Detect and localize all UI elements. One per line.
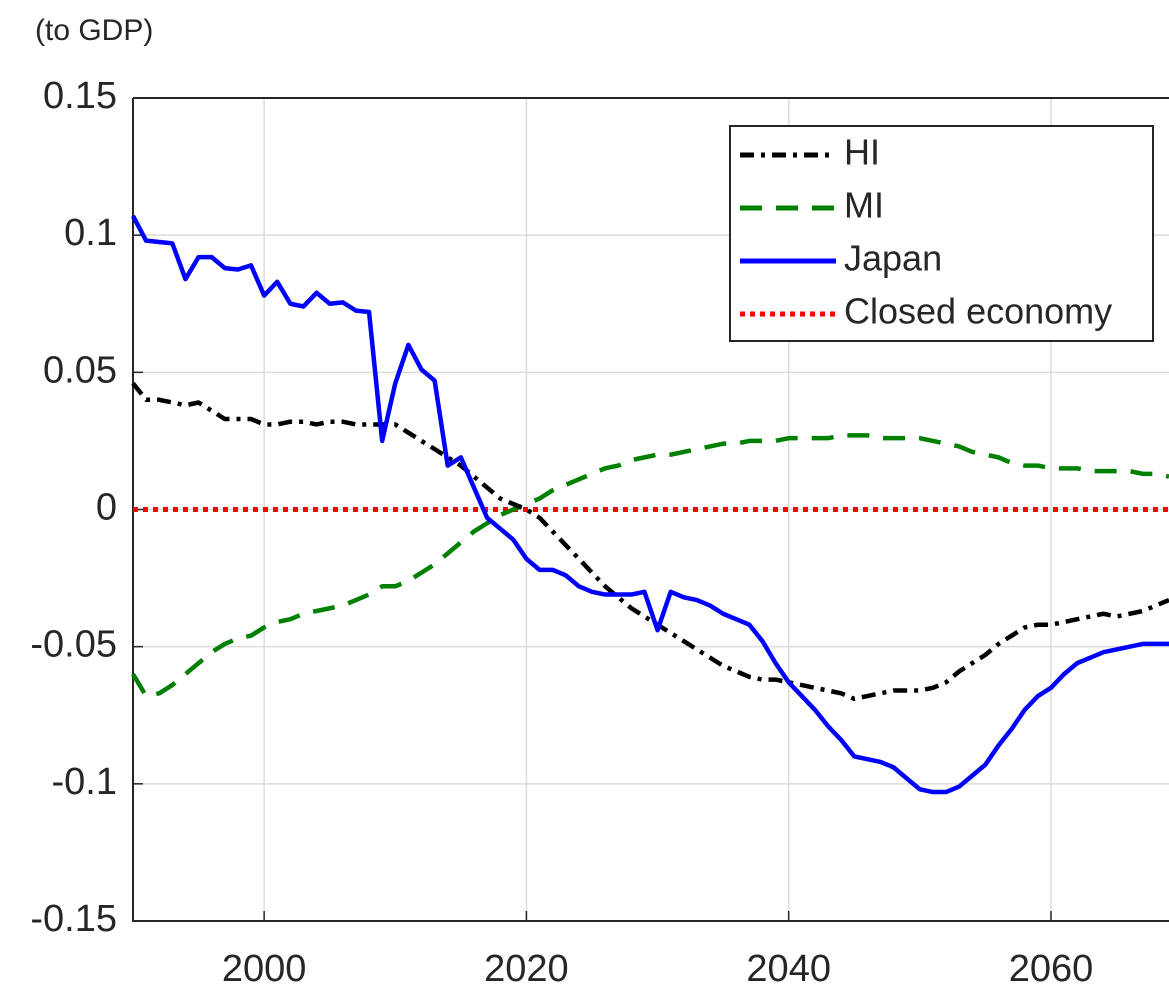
legend-label: MI	[844, 185, 884, 226]
legend-label: HI	[844, 132, 880, 173]
legend-box	[729, 125, 1154, 342]
y-tick-label: 0	[96, 487, 117, 529]
y-tick-label: 0.1	[64, 212, 117, 254]
legend-label: Japan	[844, 238, 942, 279]
legend-label: Closed economy	[844, 291, 1112, 332]
series-line	[131, 214, 1169, 795]
y-tick-label: 0.05	[43, 349, 117, 391]
x-tick-label: 2020	[484, 948, 569, 990]
y-tick-label: -0.05	[30, 624, 117, 666]
y-tick-label: 0.15	[43, 75, 117, 117]
series-line	[131, 433, 1169, 699]
x-tick-label: 2000	[222, 948, 307, 990]
y-tick-label: -0.1	[52, 761, 117, 803]
y-tick-label: -0.15	[30, 898, 117, 940]
x-tick-label: 2040	[746, 948, 831, 990]
series-line	[131, 381, 1169, 702]
axes-frame	[132, 97, 1169, 922]
y-axis-label: (to GDP)	[35, 14, 153, 47]
x-tick-label: 2060	[1009, 948, 1094, 990]
